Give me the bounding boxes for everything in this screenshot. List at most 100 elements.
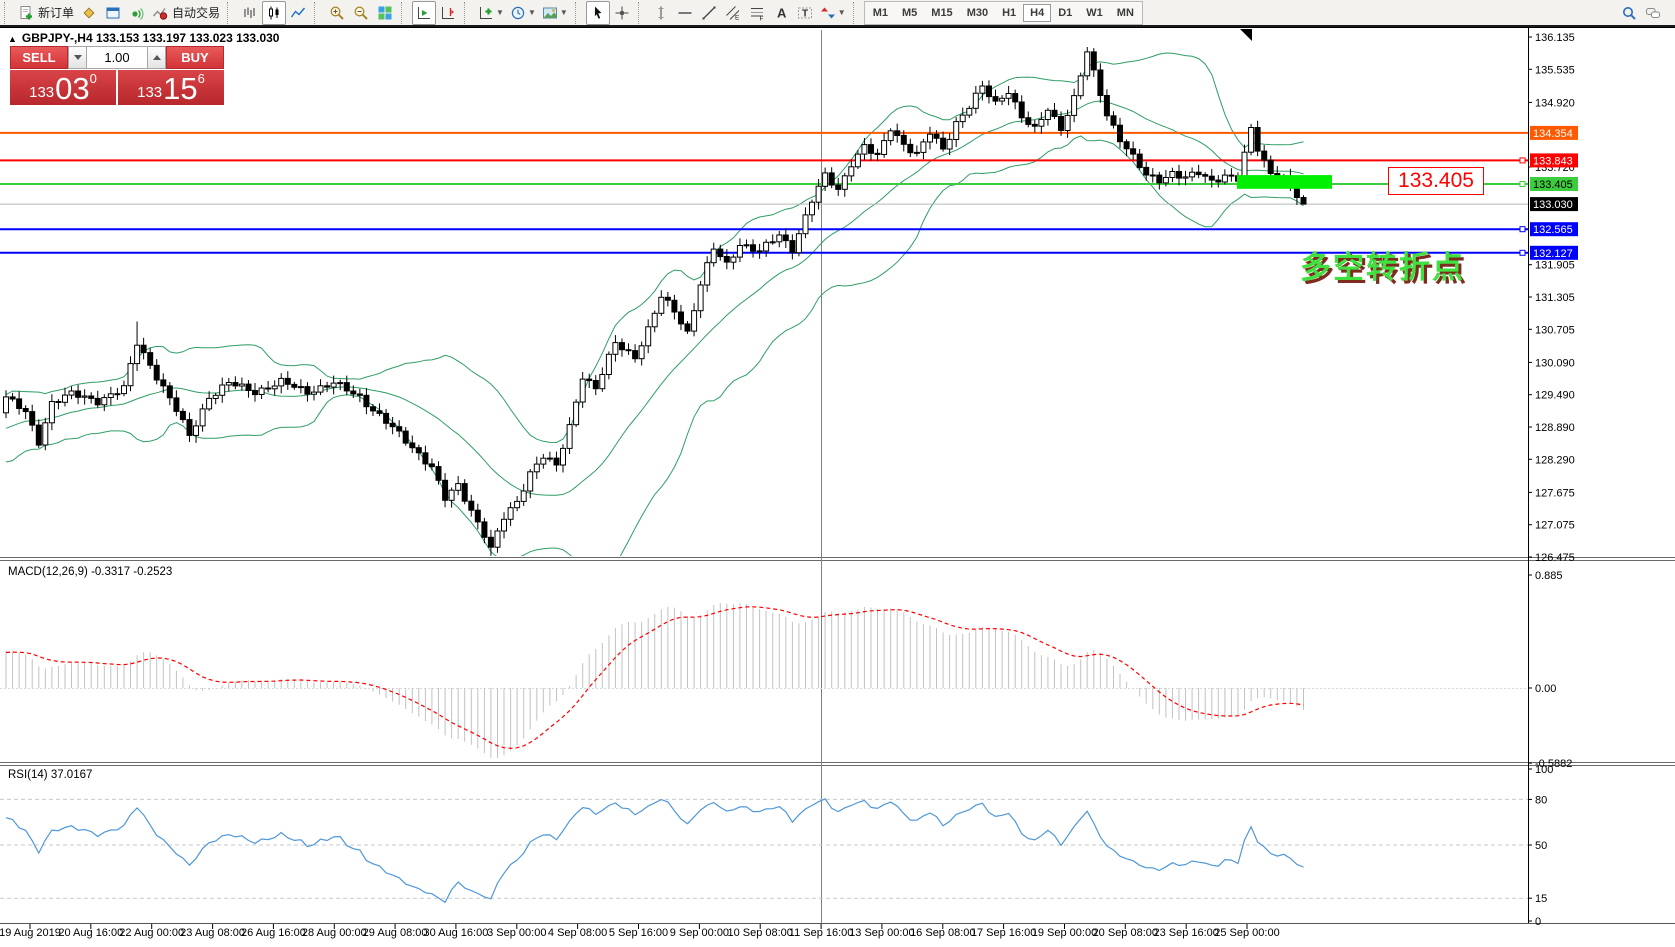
hline-handle[interactable] xyxy=(1519,181,1526,187)
hline-handle[interactable] xyxy=(1519,249,1526,256)
profiles-button[interactable] xyxy=(77,1,101,25)
date-tick-label: 20 Aug 16:00 xyxy=(58,927,123,939)
tf-h1-button[interactable]: H1 xyxy=(1002,6,1017,19)
tf-h4-button[interactable]: H4 xyxy=(1023,3,1052,22)
date-tick-label: 26 Aug 16:00 xyxy=(241,927,306,939)
cursor-icon xyxy=(594,6,602,19)
label-button[interactable]: T xyxy=(793,1,817,25)
sell-button[interactable]: SELL xyxy=(10,46,68,69)
zoom-in-button[interactable] xyxy=(325,1,349,25)
window-icon xyxy=(106,7,120,18)
price-tick-label: 129.490 xyxy=(1535,390,1575,402)
crosshair-button[interactable] xyxy=(610,1,634,25)
macd-signal-line xyxy=(5,606,1304,749)
chart-shift-button[interactable] xyxy=(436,1,460,25)
date-tick-label: 23 Aug 08:00 xyxy=(180,927,245,939)
dropdown-arrow-icon[interactable]: ▼ xyxy=(837,8,846,17)
dropdown-arrow-icon[interactable]: ▼ xyxy=(496,8,504,17)
charts-window-button[interactable] xyxy=(101,1,125,25)
date-tick-label: 16 Sep 08:00 xyxy=(910,927,975,939)
zoom-out-button[interactable] xyxy=(349,1,373,25)
toolbar-separator xyxy=(637,1,646,24)
toolbar-separator xyxy=(4,1,12,24)
price-badge xyxy=(1530,222,1578,237)
buy-button[interactable]: BUY xyxy=(166,46,224,69)
text-button[interactable]: A xyxy=(769,1,793,25)
vertical-line-button[interactable] xyxy=(649,1,673,25)
volume-increase-button[interactable] xyxy=(147,46,166,69)
price-tick-label: 126.475 xyxy=(1535,552,1575,564)
price-tick-label: 128.890 xyxy=(1535,422,1575,434)
spinner-down-icon xyxy=(73,55,82,60)
auto-scroll-button[interactable] xyxy=(412,0,437,25)
buy-price-display[interactable]: 133 15 6 xyxy=(118,70,224,105)
candles-icon xyxy=(269,6,279,19)
chart-shift-marker-icon[interactable] xyxy=(1240,29,1252,41)
arrows-button[interactable]: ▼ xyxy=(817,1,849,25)
periods-button[interactable]: ▼ xyxy=(507,1,539,25)
hline-handle[interactable] xyxy=(1519,157,1526,164)
svg-text:E: E xyxy=(735,14,740,21)
toolbar-separator xyxy=(574,1,583,24)
tf-w1-button[interactable]: W1 xyxy=(1086,6,1103,19)
hline-handle[interactable] xyxy=(1519,226,1526,233)
price-level-callout[interactable]: 133.405 xyxy=(1388,167,1484,195)
macd-tick-label: 0.00 xyxy=(1535,683,1556,695)
cursor-button[interactable] xyxy=(585,0,610,25)
volume-input[interactable]: 1.00 xyxy=(87,46,147,69)
trendline-button[interactable] xyxy=(697,1,721,25)
horizontal-line-button[interactable] xyxy=(673,1,697,25)
tf-d1-button[interactable]: D1 xyxy=(1058,6,1073,19)
indicators-button[interactable]: ▼ xyxy=(475,1,507,25)
price-badge xyxy=(1530,153,1578,168)
volume-decrease-button[interactable] xyxy=(68,46,87,69)
chart-annotation-text[interactable]: 多空转折点 xyxy=(1300,250,1465,285)
label-icon: T xyxy=(797,7,812,19)
price-badge xyxy=(1530,245,1578,260)
autotrading-button-label: 自动交易 xyxy=(172,6,221,20)
bar-chart-button[interactable] xyxy=(238,1,262,25)
chat-button[interactable] xyxy=(1641,1,1665,25)
macd-indicator-label: MACD(12,26,9) -0.3317 -0.2523 xyxy=(8,566,173,578)
dropdown-arrow-icon[interactable]: ▼ xyxy=(527,8,536,17)
search-button[interactable] xyxy=(1617,1,1641,25)
tf-m30-button[interactable]: M30 xyxy=(966,6,989,19)
tile-windows-button[interactable] xyxy=(373,1,397,25)
autotrading-button[interactable]: 自动交易 xyxy=(149,1,223,25)
candlestick-button[interactable] xyxy=(262,0,287,25)
new-order-button[interactable]: 新订单 xyxy=(15,1,77,25)
line-chart-button[interactable] xyxy=(286,1,310,25)
date-tick-label: 22 Aug 00:00 xyxy=(119,927,184,939)
date-tick-label: 30 Aug 16:00 xyxy=(423,927,488,939)
date-tick-label: 29 Aug 08:00 xyxy=(363,927,428,939)
fibonacci-button[interactable]: F xyxy=(745,1,769,25)
channel-button[interactable]: E xyxy=(721,1,745,25)
tf-m1-button[interactable]: M1 xyxy=(872,6,888,19)
buy-price-big: 15 xyxy=(163,71,198,106)
date-tick-label: 25 Sep 00:00 xyxy=(1214,927,1279,939)
dropdown-arrow-icon[interactable]: ▼ xyxy=(559,8,568,17)
templates-button[interactable]: ▼ xyxy=(539,1,571,25)
tf-mn-button[interactable]: MN xyxy=(1116,6,1134,19)
one-click-trade-panel: SELL 1.00 BUY 133 03 0 133 15 6 xyxy=(10,46,224,105)
macd-tick-label: 0.885 xyxy=(1535,570,1563,582)
price-tick-label: 136.135 xyxy=(1535,32,1575,44)
fibo-icon: F xyxy=(750,7,763,21)
toolbar-separator xyxy=(464,1,472,24)
sell-price-display[interactable]: 133 03 0 xyxy=(10,70,116,105)
tf-m15-button[interactable]: M15 xyxy=(931,6,953,19)
price-tick-label: 130.705 xyxy=(1535,324,1575,336)
market-watch-button[interactable] xyxy=(125,1,149,25)
collapse-triangle-icon[interactable]: ▲ xyxy=(8,34,17,44)
price-badge-label: 134.354 xyxy=(1533,128,1573,140)
tf-m5-button[interactable]: M5 xyxy=(902,6,918,19)
sell-price-big: 03 xyxy=(55,71,90,106)
macd-panel xyxy=(0,603,1528,758)
date-tick-label: 20 Sep 08:00 xyxy=(1093,927,1158,939)
autoscroll-icon xyxy=(418,6,431,19)
macd-tick-label: -0.5882 xyxy=(1535,758,1572,770)
chart-title-text: GBPJPY-,H4 133.153 133.197 133.023 133.0… xyxy=(21,31,280,45)
highlight-rectangle-object[interactable] xyxy=(1237,175,1332,189)
